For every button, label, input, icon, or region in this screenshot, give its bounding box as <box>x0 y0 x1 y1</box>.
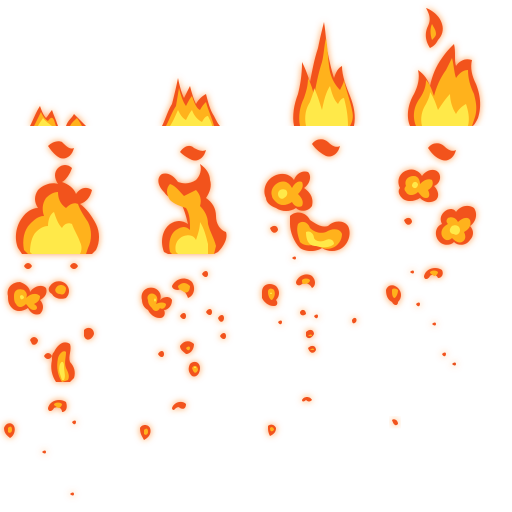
sprite-frame-5 <box>15 141 100 254</box>
flame-layer-outer <box>7 263 94 382</box>
flame-layer-outer <box>140 401 186 440</box>
flame-layer-body <box>270 427 274 432</box>
flame-layer-body <box>8 402 62 433</box>
sprite-frame-12 <box>386 268 456 366</box>
flame-layer-core <box>305 86 348 126</box>
flame-layer-core <box>170 110 212 126</box>
sprite-frame-15 <box>268 397 312 436</box>
flame-shape-4 <box>407 8 481 126</box>
flame-shape-15 <box>268 397 312 436</box>
flame-layer-outer <box>264 139 350 251</box>
flame-layer-body <box>144 428 148 435</box>
sprite-frame-13 <box>4 400 76 496</box>
flame-shape-12 <box>386 268 456 366</box>
sprite-frame-2 <box>162 78 220 126</box>
flame-shape-9 <box>7 263 94 382</box>
flame-layer-outer <box>386 268 446 357</box>
sprite-frame-8 <box>398 143 477 245</box>
flame-shape-10 <box>141 271 226 377</box>
flame-layer-core <box>412 181 460 235</box>
ember-particle <box>452 362 456 366</box>
sprite-frame-4 <box>407 8 481 126</box>
sprite-frame-7 <box>264 139 350 251</box>
sprite-frame-11 <box>262 256 357 353</box>
sprite-frame-10 <box>141 271 226 377</box>
flame-shape-1 <box>30 106 86 126</box>
flame-shape-7 <box>264 139 350 251</box>
flame-layer-outer <box>268 397 312 436</box>
flame-layer-core <box>30 212 82 254</box>
flame-layer-body <box>147 283 198 373</box>
flame-layer-body <box>271 181 342 249</box>
flame-layer-outer <box>4 400 76 496</box>
flame-shape-14 <box>140 401 186 440</box>
flame-layer-outer <box>392 419 398 426</box>
flame-layer-core <box>38 118 52 126</box>
sprite-frame-16 <box>392 419 398 426</box>
flame-shape-2 <box>162 78 220 126</box>
flame-layer-outer <box>398 143 477 245</box>
sprite-frame-14 <box>140 401 186 440</box>
sprite-frame-3 <box>293 22 355 126</box>
flame-layer-core <box>421 92 469 126</box>
flame-layer-core <box>175 222 208 254</box>
flame-layer-body <box>392 270 438 298</box>
flame-layer-core <box>20 295 65 380</box>
flame-shape-6 <box>158 145 227 254</box>
flame-shape-3 <box>293 22 355 126</box>
flame-shape-5 <box>15 141 100 254</box>
sprite-frame-6 <box>158 145 227 254</box>
flame-layer-core <box>278 189 334 248</box>
flame-layer-outer <box>262 256 357 353</box>
sprite-frame-1 <box>30 106 86 126</box>
flame-shape-13 <box>4 400 76 496</box>
flame-shape-11 <box>262 256 357 353</box>
flame-shape-16 <box>392 419 398 426</box>
sprite-frame-9 <box>7 263 94 382</box>
flame-shape-8 <box>398 143 477 245</box>
flame-layer-core <box>270 292 272 294</box>
